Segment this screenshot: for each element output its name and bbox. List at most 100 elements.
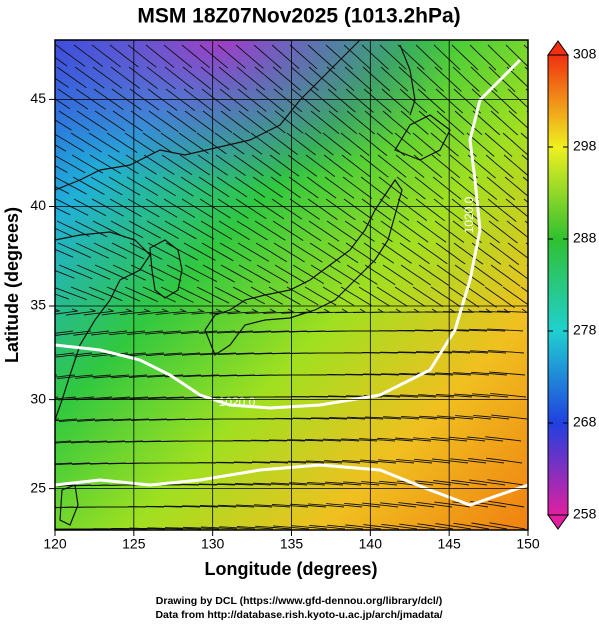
streamline	[73, 198, 107, 217]
streamline	[232, 286, 266, 305]
streamline	[394, 286, 426, 307]
streamline	[217, 504, 255, 508]
streamline	[201, 242, 234, 262]
streamline	[55, 206, 71, 216]
streamline	[377, 437, 414, 442]
streamline	[127, 44, 157, 68]
streamline	[478, 308, 511, 313]
streamline	[95, 418, 132, 422]
streamline	[182, 352, 219, 356]
streamline	[485, 436, 522, 442]
streamline	[460, 308, 493, 313]
streamline	[324, 460, 361, 464]
streamline	[182, 220, 215, 240]
y-tick-label: 35	[30, 297, 46, 313]
streamline	[487, 44, 515, 71]
streamline	[323, 154, 353, 178]
streamline	[146, 66, 176, 90]
streamline	[327, 88, 356, 113]
streamline	[235, 44, 264, 69]
y-tick-label: 25	[30, 479, 46, 495]
streamline	[486, 176, 516, 201]
streamline	[200, 220, 233, 240]
streamline	[145, 505, 183, 508]
streamline	[489, 88, 517, 114]
streamline	[342, 459, 379, 464]
streamline	[217, 330, 254, 334]
streamline	[165, 242, 198, 261]
streamline	[271, 198, 303, 220]
streamline	[155, 308, 188, 315]
streamline	[55, 374, 76, 378]
streamline	[255, 242, 288, 263]
streamline	[273, 242, 305, 263]
streamline	[127, 198, 160, 218]
streamline	[395, 437, 432, 442]
streamline	[220, 264, 253, 283]
streamline	[55, 396, 77, 400]
streamline	[200, 352, 237, 356]
streamline	[106, 286, 141, 302]
streamline	[148, 264, 182, 282]
streamline	[489, 371, 526, 376]
streamline	[435, 372, 472, 376]
streamline	[381, 394, 419, 398]
streamline	[253, 44, 282, 69]
streamline	[93, 242, 127, 259]
streamline	[180, 483, 218, 486]
streamline	[146, 352, 183, 357]
streamline	[128, 220, 161, 239]
streamline	[487, 198, 517, 222]
streamline	[198, 176, 230, 198]
streamline	[272, 66, 301, 91]
streamline	[147, 374, 184, 378]
streamline	[55, 440, 90, 444]
streamline	[340, 286, 372, 307]
streamline	[92, 220, 126, 238]
plot-frame	[54, 39, 529, 531]
streamline	[108, 176, 141, 196]
streamline	[416, 66, 444, 92]
streamline	[399, 88, 428, 114]
streamline	[358, 132, 388, 156]
y-axis-label: Latitude (degrees)	[2, 207, 22, 363]
streamline	[163, 198, 196, 218]
coastline	[55, 231, 151, 421]
streamline	[451, 198, 481, 222]
streamline	[310, 417, 348, 420]
streamline	[343, 198, 374, 221]
streamline	[55, 330, 92, 336]
streamline	[359, 154, 389, 178]
streamline	[74, 220, 108, 238]
streamline	[399, 523, 436, 530]
streamline	[217, 352, 255, 356]
streamline	[472, 393, 509, 398]
streamline	[378, 459, 415, 464]
streamline	[235, 198, 267, 219]
streamline	[400, 394, 437, 398]
chart-title: MSM 18Z07Nov2025 (1013.2hPa)	[137, 5, 460, 28]
streamline	[70, 132, 102, 153]
streamline	[161, 154, 193, 176]
streamline	[507, 242, 528, 259]
streamline	[199, 44, 228, 69]
streamline	[472, 264, 503, 287]
streamline	[88, 132, 120, 153]
streamline	[416, 220, 447, 243]
streamline	[286, 286, 319, 306]
streamline	[70, 286, 105, 301]
streamline	[380, 373, 418, 376]
streamline	[365, 416, 402, 420]
streamline	[112, 264, 146, 281]
streamline	[110, 220, 144, 239]
streamline	[250, 132, 281, 155]
streamline	[253, 198, 285, 220]
streamline	[307, 481, 344, 486]
streamline	[219, 526, 256, 530]
streamline	[490, 393, 527, 398]
streamline	[325, 44, 354, 70]
streamline	[125, 154, 157, 175]
streamline	[55, 484, 74, 487]
streamline	[413, 154, 443, 179]
streamline	[101, 308, 134, 316]
